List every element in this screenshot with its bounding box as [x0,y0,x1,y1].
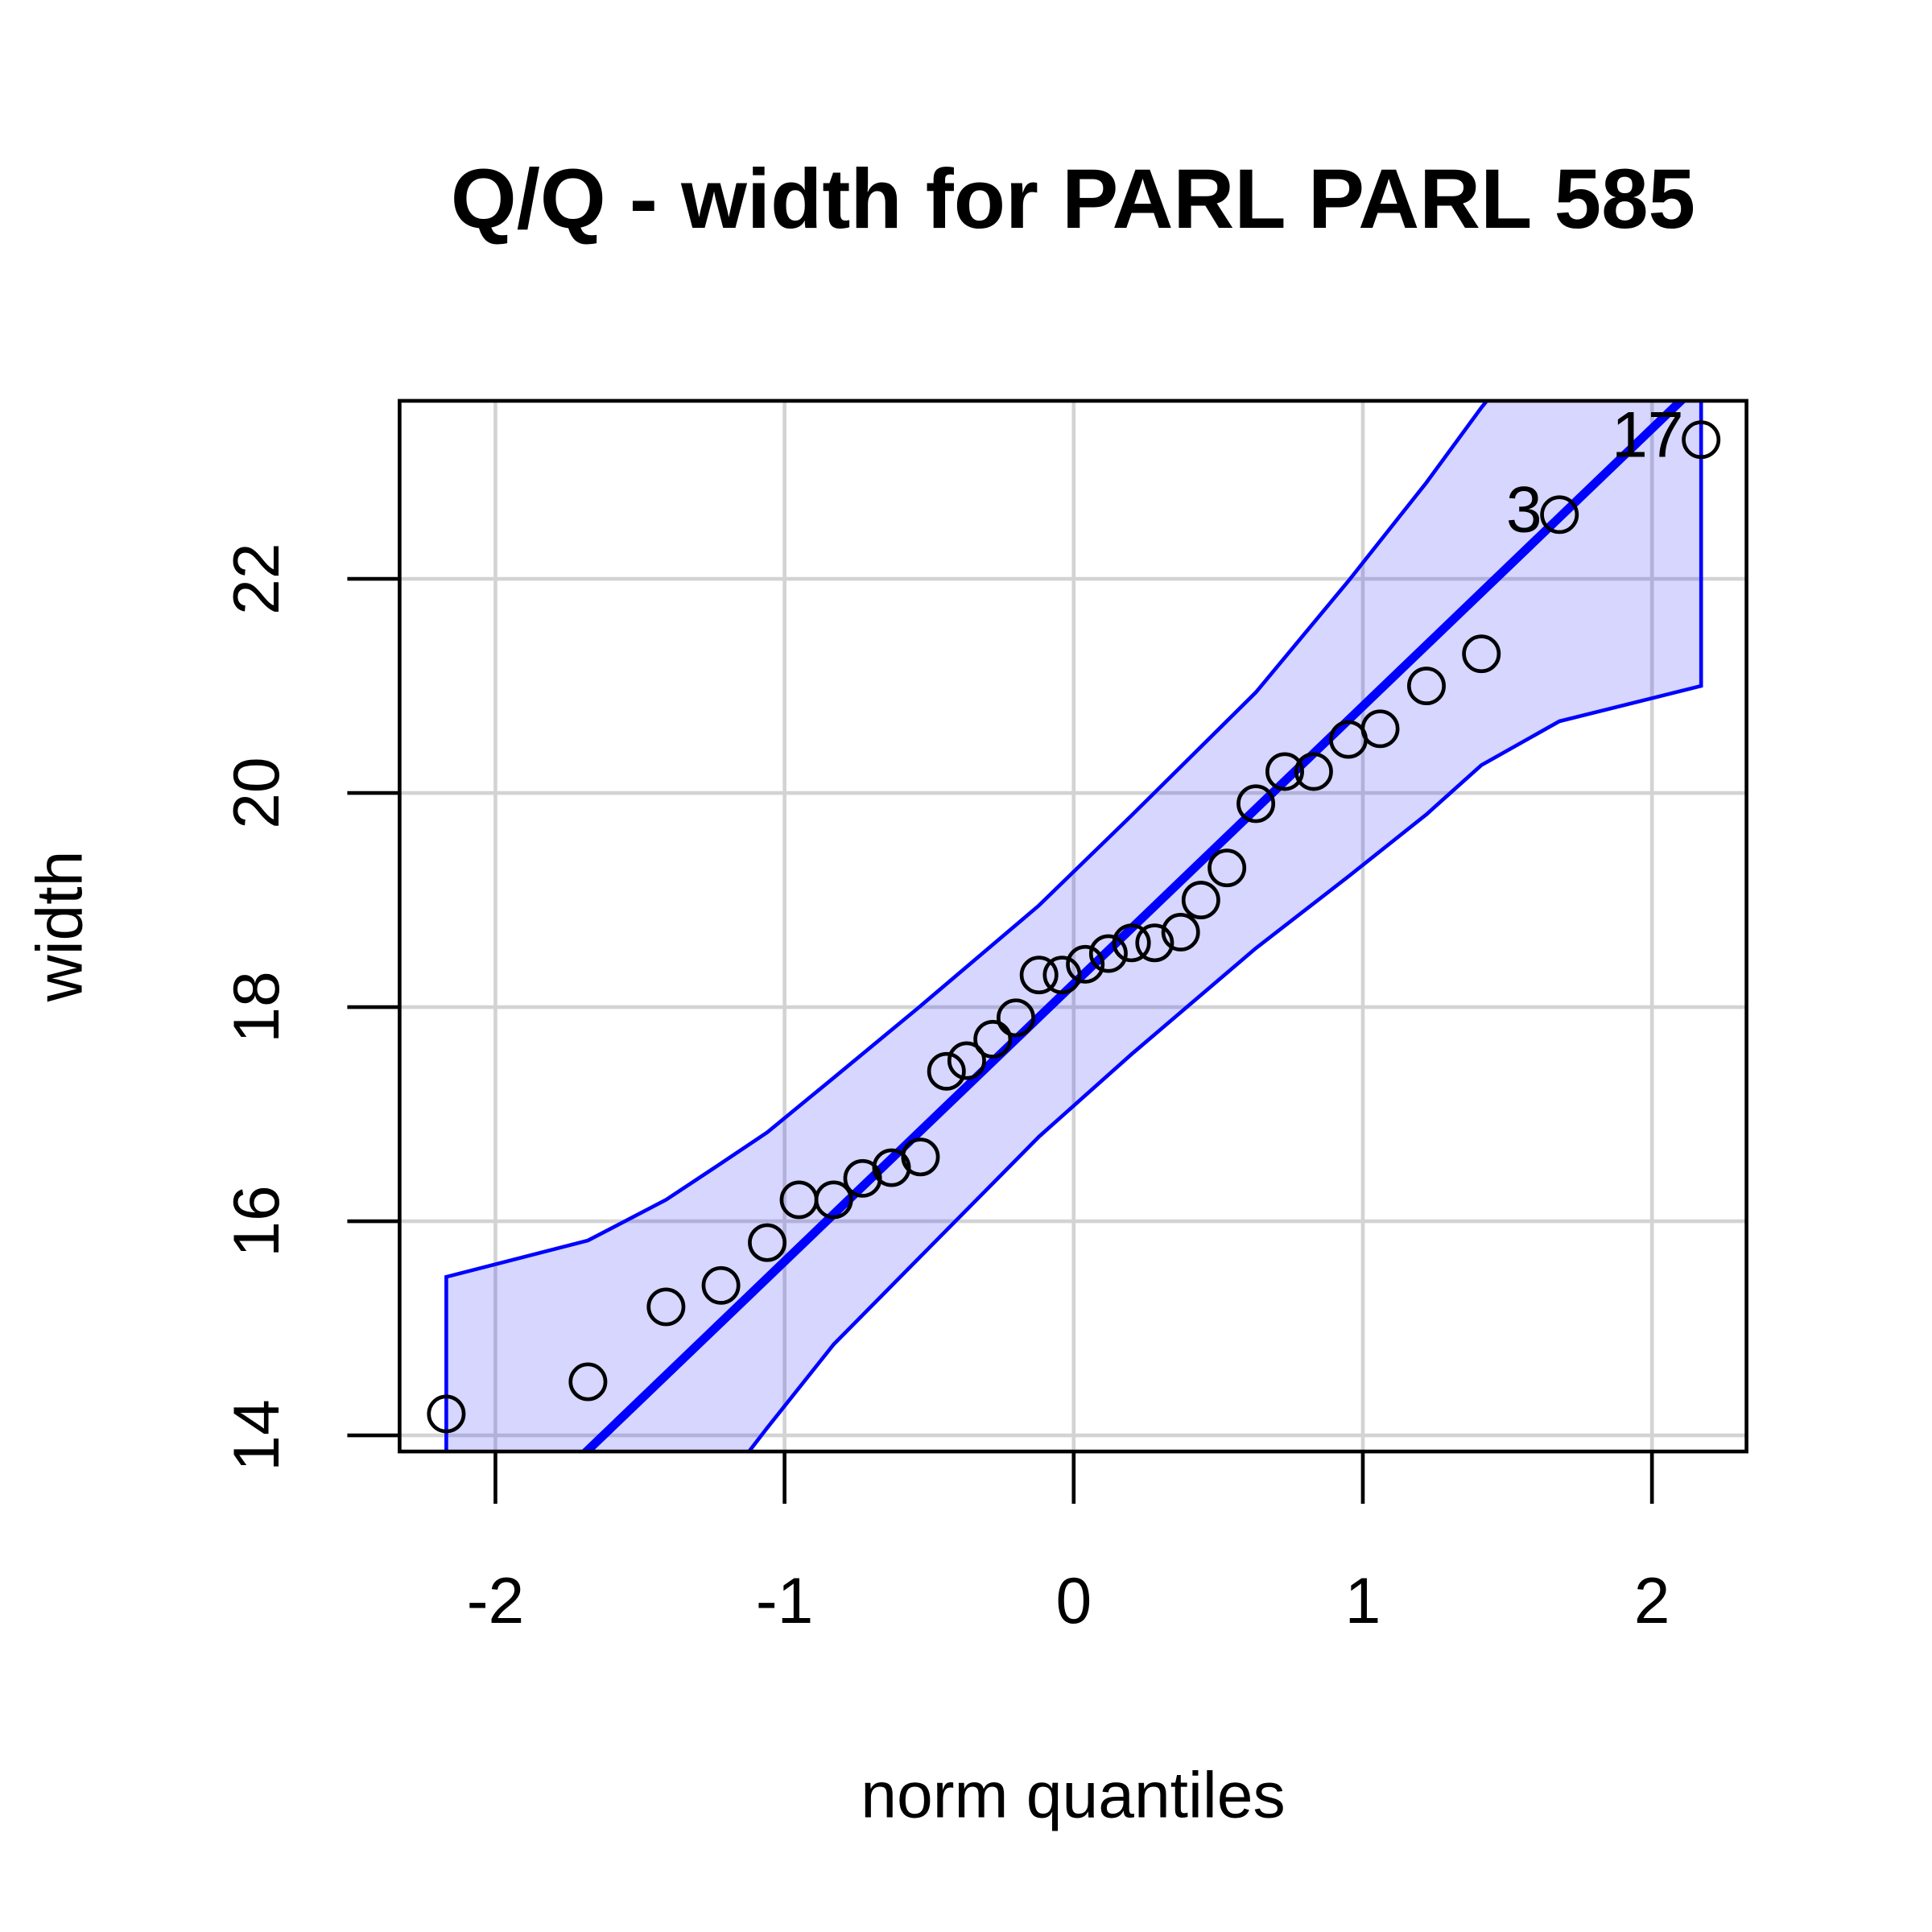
data-point [701,1265,741,1305]
confidence-envelope [444,400,1703,1452]
data-point [1112,923,1151,963]
x-tick-label: -1 [756,1565,814,1637]
data-point [814,1180,853,1220]
data-point [901,1137,940,1177]
data-point [927,1051,966,1091]
plot-area [444,400,1703,1452]
data-point [1135,923,1174,963]
data-point [1042,956,1082,995]
x-tick-label: 2 [1634,1565,1670,1637]
x-tick-label: -2 [467,1565,525,1637]
data-point [1462,634,1501,674]
reference-line [580,400,1687,1452]
y-tick-label: 16 [221,1185,293,1257]
data-point [1066,944,1105,984]
x-tick-label: 0 [1055,1565,1092,1637]
data-point [1360,709,1400,749]
data-point [1236,784,1276,824]
data-point [1181,881,1220,920]
y-tick-label: 14 [221,1399,293,1471]
y-tick-label: 18 [221,971,293,1042]
data-point [748,1223,787,1262]
chart-title: Q/Q - width for PARL PARL 585 [451,152,1695,246]
data-point [947,1041,986,1080]
data-point [996,998,1035,1038]
data-point [1540,495,1579,535]
data-point [973,1019,1013,1059]
data-point [1265,752,1304,791]
data-point [1294,752,1333,791]
data-point [1682,420,1721,460]
point-label: 3 [1506,474,1542,547]
y-tick-label: 20 [221,757,293,828]
data-point [646,1287,686,1327]
y-tick-label: 22 [221,543,293,614]
plot-frame [398,398,1748,1454]
point-label: 17 [1612,398,1683,471]
data-point [1019,956,1059,995]
data-point [1407,667,1446,706]
data-point [1208,848,1247,888]
data-point [1161,912,1200,952]
x-tick-label: 1 [1345,1565,1381,1637]
y-axis-title: width [24,851,97,1003]
data-point [427,1394,466,1434]
data-point [1088,934,1128,973]
data-point [568,1362,608,1402]
x-axis-title: norm quantiles [861,1759,1285,1831]
grid [399,400,1747,1452]
